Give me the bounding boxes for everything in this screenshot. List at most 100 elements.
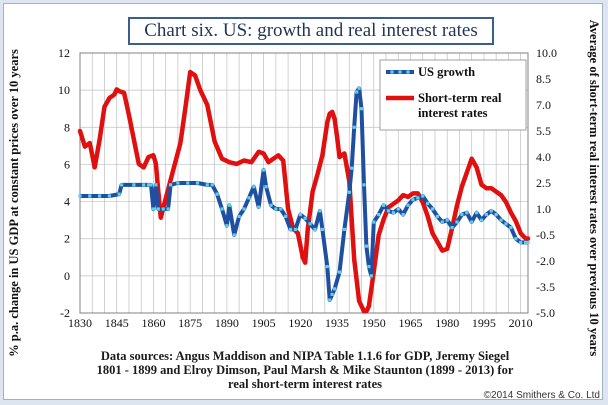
us-growth-point xyxy=(391,211,395,215)
us-growth-point xyxy=(264,185,268,189)
y-left-tick-label: 0 xyxy=(64,269,70,283)
legend-marker-us-growth xyxy=(406,70,410,74)
data-source-note: Data sources: Angus Maddison and NIPA Ta… xyxy=(70,349,540,391)
y-right-tick-label: -2.0 xyxy=(536,254,555,268)
legend-marker-us-growth xyxy=(390,70,394,74)
us-growth-point xyxy=(362,183,366,187)
us-growth-point xyxy=(479,218,484,222)
us-growth-point xyxy=(357,86,361,90)
y-right-tick-label: 5.5 xyxy=(536,124,551,138)
us-growth-point xyxy=(107,194,111,198)
us-growth-point xyxy=(526,240,530,245)
us-growth-point xyxy=(166,207,170,211)
y-left-tick-label: 10 xyxy=(58,83,70,97)
us-growth-point xyxy=(210,183,214,187)
us-growth-point xyxy=(460,212,464,217)
us-growth-point xyxy=(401,212,405,217)
legend-label-short-term-real-interest-rates: Short-term real interest rates xyxy=(418,91,502,120)
us-growth-point xyxy=(168,183,173,187)
us-growth-point xyxy=(450,225,454,230)
y-right-tick-label: 2.5 xyxy=(536,176,551,190)
us-growth-point xyxy=(330,292,334,297)
chart-title-box: Chart six. US: growth and real interest … xyxy=(128,17,494,45)
y-left-tick-label: 6 xyxy=(64,157,70,171)
us-growth-point xyxy=(225,224,229,228)
y-right-axis-title: Average of short-term real interest rate… xyxy=(587,20,601,357)
us-growth-point xyxy=(242,207,246,211)
us-growth-point xyxy=(308,222,312,226)
us-growth-point xyxy=(274,207,278,211)
us-growth-point xyxy=(117,192,121,196)
us-growth-point xyxy=(474,211,479,215)
us-growth-point xyxy=(232,233,236,237)
x-tick-label: 1920 xyxy=(288,316,312,330)
us-growth-point xyxy=(237,214,241,219)
us-growth-point xyxy=(227,203,231,207)
us-growth-point xyxy=(161,207,165,211)
legend-label-line: interest rates xyxy=(418,106,488,120)
us-growth-point xyxy=(504,222,508,226)
us-growth-point xyxy=(426,201,430,206)
us-growth-point xyxy=(369,274,373,278)
us-growth-point xyxy=(416,196,420,200)
axis-layer: 1830 1845 1860 1875 1890 1905 1920 1935 1950 1965… xyxy=(7,20,601,357)
x-tick-label: 1905 xyxy=(252,316,276,330)
y-right-tick-label: 7.0 xyxy=(536,98,551,112)
y-right-tick-label: -5.0 xyxy=(536,306,555,320)
us-growth-point xyxy=(154,183,158,187)
us-growth-point xyxy=(372,220,376,224)
us-growth-point xyxy=(176,181,180,185)
us-growth-point xyxy=(377,212,381,217)
us-growth-point xyxy=(262,168,266,172)
us-growth-point xyxy=(523,240,528,245)
us-growth-point xyxy=(293,227,298,232)
x-tick-label: 1950 xyxy=(362,316,386,330)
us-growth-point xyxy=(215,192,219,196)
us-growth-point xyxy=(494,212,498,217)
us-growth-point xyxy=(333,287,337,291)
us-growth-point xyxy=(411,198,415,202)
y-left-tick-label: 12 xyxy=(58,46,70,60)
y-right-tick-label: 8.5 xyxy=(536,72,551,86)
us-growth-point xyxy=(132,183,136,187)
us-growth-point xyxy=(489,209,493,213)
us-growth-point xyxy=(220,207,224,211)
y-left-axis-title: % p.a. change in US GDP at constant pric… xyxy=(7,49,21,357)
us-growth-point xyxy=(519,240,523,245)
us-growth-point xyxy=(269,203,273,207)
us-growth-point xyxy=(252,185,256,189)
us-growth-point xyxy=(435,214,440,219)
us-growth-point xyxy=(347,190,351,194)
legend-label-us-growth: US growth xyxy=(418,65,475,79)
x-tick-label: 1980 xyxy=(435,316,459,330)
series-line-us-growth xyxy=(80,86,528,302)
x-tick-label: 1830 xyxy=(68,316,92,330)
us-growth-point xyxy=(352,125,356,129)
us-growth-point xyxy=(381,203,386,207)
us-growth-point xyxy=(288,227,293,232)
us-growth-point xyxy=(430,207,435,211)
us-growth-point xyxy=(445,218,449,222)
us-growth-point xyxy=(367,264,371,269)
us-growth-point xyxy=(514,237,518,241)
x-tick-label: 1845 xyxy=(105,316,129,330)
y-right-tick-label: 4.0 xyxy=(536,150,551,164)
source-line-3: real short-term interest rates xyxy=(228,377,382,391)
x-tick-label: 1995 xyxy=(472,316,496,330)
us-growth-point xyxy=(406,203,410,207)
us-growth-point xyxy=(298,212,302,217)
us-growth-point xyxy=(509,225,513,230)
us-growth-point xyxy=(279,207,283,211)
us-growth-point xyxy=(156,207,160,211)
y-right-tick-label: 10.0 xyxy=(536,46,557,60)
us-growth-point xyxy=(186,181,190,185)
y-right-tick-label: 1.0 xyxy=(536,202,551,216)
us-growth-point xyxy=(440,220,444,224)
us-growth-point xyxy=(195,181,200,185)
us-growth-point xyxy=(465,211,469,215)
us-growth-point xyxy=(396,207,400,211)
y-left-tick-label: 4 xyxy=(64,195,70,209)
y-right-tick-label: -0.5 xyxy=(536,228,555,242)
copyright-text: ©2014 Smithers & Co. Ltd xyxy=(483,390,600,401)
us-growth-point xyxy=(355,90,359,94)
